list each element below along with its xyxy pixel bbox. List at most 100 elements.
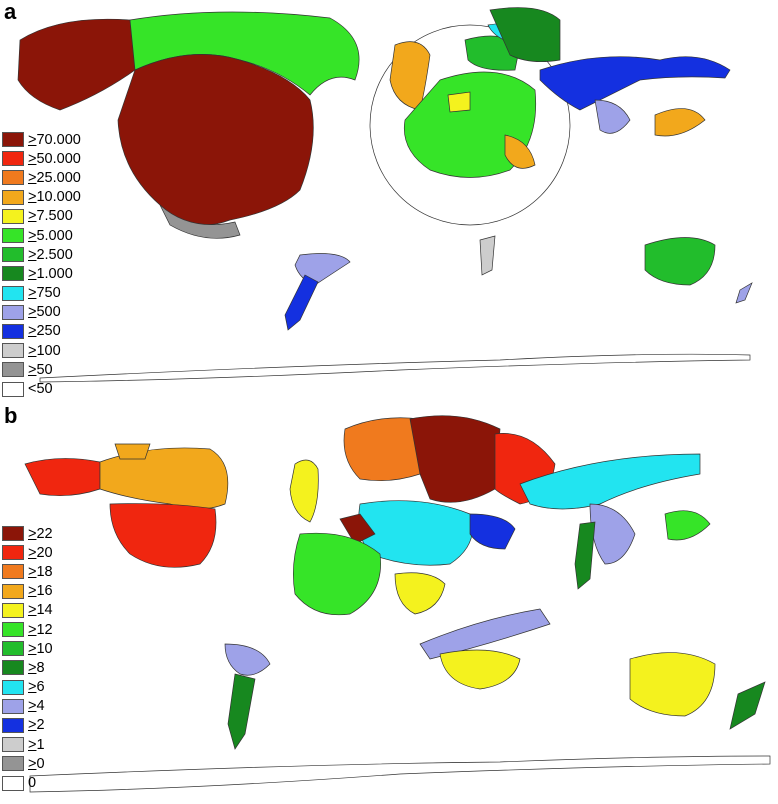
region-middle-east [439,649,521,690]
region-chile [284,274,319,331]
region-japan [664,510,711,541]
legend-swatch [2,189,24,205]
legend-label: >10.000 [28,189,81,206]
legend-label: >1.000 [28,265,73,282]
legend-label: >500 [28,304,61,321]
region-australia [644,237,716,286]
region-australia [629,652,716,717]
legend-label: 0 [28,775,37,792]
legend-a: >70.000 >50.000 >25.000 >10.000 >7.500 >… [2,130,81,399]
region-south-america [224,643,271,676]
legend-b-item: >0 [2,754,53,773]
cartogram-map-b [24,415,771,793]
region-china [589,503,636,565]
legend-label: >7.500 [28,208,73,225]
region-greenland [114,443,151,460]
legend-swatch [2,756,24,772]
panel-label-a: a [4,0,17,24]
legend-b-item: >4 [2,697,53,716]
legend-a-item: >750 [2,284,81,303]
legend-a-item: >100 [2,341,81,360]
region-usa [109,503,217,568]
legend-swatch [2,285,24,301]
region-russia [489,7,561,62]
legend-b-item: >20 [2,543,53,562]
legend-label: >100 [28,342,61,359]
legend-label: >50 [28,361,53,378]
region-canada [99,447,229,510]
legend-swatch [2,323,24,339]
legend-label: >12 [28,621,53,638]
legend-swatch [2,583,24,599]
legend-label: >2 [28,717,45,734]
legend-swatch [2,602,24,618]
legend-swatch [2,641,24,657]
legend-label: >22 [28,525,53,542]
legend-swatch [2,266,24,282]
region-benelux [339,513,376,545]
legend-swatch [2,304,24,320]
cartogram-map-a [17,7,753,383]
legend-a-item: >70.000 [2,130,81,149]
region-germany [403,71,536,178]
legend-b: >22 >20 >18 >16 >14 >12 >10 >8 >6 >4 >2 … [2,524,53,793]
region-alaska [24,458,101,496]
legend-swatch [2,775,24,791]
legend-a-item: >7.500 [2,207,81,226]
region-africa [479,235,496,276]
legend-swatch [2,679,24,695]
legend-swatch [2,228,24,244]
region-italy [394,572,446,615]
legend-a-item: >250 [2,322,81,341]
legend-label: >50.000 [28,150,81,167]
legend-label: >20 [28,544,53,561]
legend-b-item: 0 [2,773,53,792]
legend-swatch [2,247,24,263]
legend-label: <50 [28,381,53,398]
region-japan [654,108,706,137]
cartogram-panel-a: a >70.000 >50.000 >25.000 >10.000 >7.500… [0,0,778,400]
legend-a-item: >500 [2,303,81,322]
region-alaska [17,18,136,111]
region-india [594,99,631,134]
legend-label: >6 [28,679,45,696]
region-uk [289,459,319,523]
legend-label: >18 [28,563,53,580]
legend-a-item: >5.000 [2,226,81,245]
region-italy [504,134,536,169]
legend-swatch [2,362,24,378]
legend-swatch [2,170,24,186]
region-benelux [447,91,471,113]
region-antarctica [39,353,751,383]
legend-label: >16 [28,583,53,600]
legend-swatch [2,545,24,561]
legend-label: >70.000 [28,131,81,148]
legend-swatch [2,698,24,714]
legend-a-item: >25.000 [2,168,81,187]
legend-label: >0 [28,755,45,772]
legend-swatch [2,737,24,753]
legend-a-item: >50.000 [2,149,81,168]
legend-swatch [2,717,24,733]
legend-swatch [2,622,24,638]
region-antarctica [29,755,771,793]
legend-a-item: >1.000 [2,264,81,283]
legend-label: >5.000 [28,227,73,244]
legend-swatch [2,660,24,676]
region-southeast-asia [574,521,596,590]
legend-b-item: >16 [2,582,53,601]
region-scandinavia [343,417,421,481]
region-new-zealand [729,681,766,730]
legend-label: >25.000 [28,169,81,186]
legend-label: >8 [28,659,45,676]
legend-swatch [2,526,24,542]
legend-b-item: >10 [2,639,53,658]
region-poland [469,513,516,550]
region-new-zealand [735,282,753,304]
region-argentina [227,673,256,750]
region-usa [117,54,314,226]
legend-b-item: >14 [2,601,53,620]
legend-b-item: >12 [2,620,53,639]
legend-swatch [2,208,24,224]
region-france [293,532,381,616]
